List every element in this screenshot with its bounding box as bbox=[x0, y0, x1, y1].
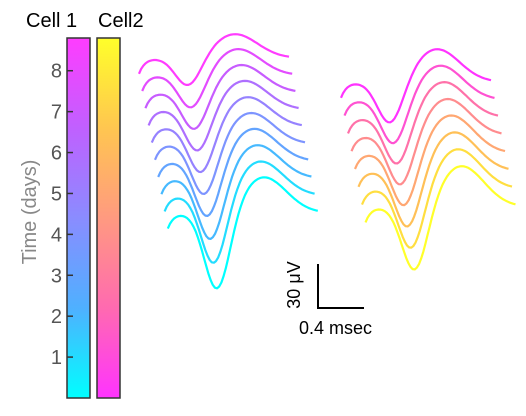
cell2-waveform-trace bbox=[364, 165, 516, 271]
time-tick-label: 7 bbox=[51, 102, 62, 124]
cell1-waveform-trace bbox=[166, 176, 319, 290]
time-tick-label: 6 bbox=[51, 143, 62, 165]
legend-title-cell2: Cell2 bbox=[98, 10, 144, 32]
cell2-waveform-trace bbox=[360, 148, 513, 249]
legend-title-cell1: Cell 1 bbox=[26, 10, 77, 32]
cell2-waveform-trace bbox=[353, 114, 506, 207]
cell1-waveform-trace bbox=[150, 96, 303, 174]
colorbar-cell1 bbox=[66, 37, 91, 399]
time-tick-label: 5 bbox=[51, 183, 62, 205]
cell1-waveform-trace bbox=[157, 127, 309, 217]
time-tick-label: 1 bbox=[51, 347, 62, 369]
cell2-waveform-trace bbox=[346, 81, 499, 165]
cell2-waveform-trace bbox=[343, 64, 495, 145]
time-tick-label: 3 bbox=[51, 265, 62, 287]
cell1-waveform-trace bbox=[160, 144, 312, 240]
cell2-waveform-trace bbox=[339, 48, 492, 124]
time-axis-label: Time (days) bbox=[19, 160, 41, 265]
cell2-waveform-trace bbox=[357, 131, 509, 228]
waveform-traces bbox=[137, 33, 516, 290]
cell1-waveform-trace bbox=[137, 33, 290, 86]
cell1-waveform-trace bbox=[144, 63, 296, 130]
time-tick-label: 2 bbox=[51, 306, 62, 328]
cell1-waveform-trace bbox=[163, 160, 315, 264]
time-tick-label: 8 bbox=[51, 61, 62, 83]
time-tick-label: 4 bbox=[51, 224, 62, 246]
colorbar-cell2 bbox=[96, 37, 121, 399]
cell1-waveform-trace bbox=[153, 111, 306, 195]
scale-bar-voltage-label: 30 μV bbox=[284, 261, 304, 308]
time-axis-ticks: 1 2 3 4 5 6 7 8 bbox=[51, 61, 73, 369]
cell1-waveform-trace bbox=[141, 48, 293, 109]
scale-bar-time-label: 0.4 msec bbox=[299, 318, 372, 338]
cell2-waveform-trace bbox=[350, 97, 502, 186]
cell1-waveform-trace bbox=[147, 79, 299, 152]
